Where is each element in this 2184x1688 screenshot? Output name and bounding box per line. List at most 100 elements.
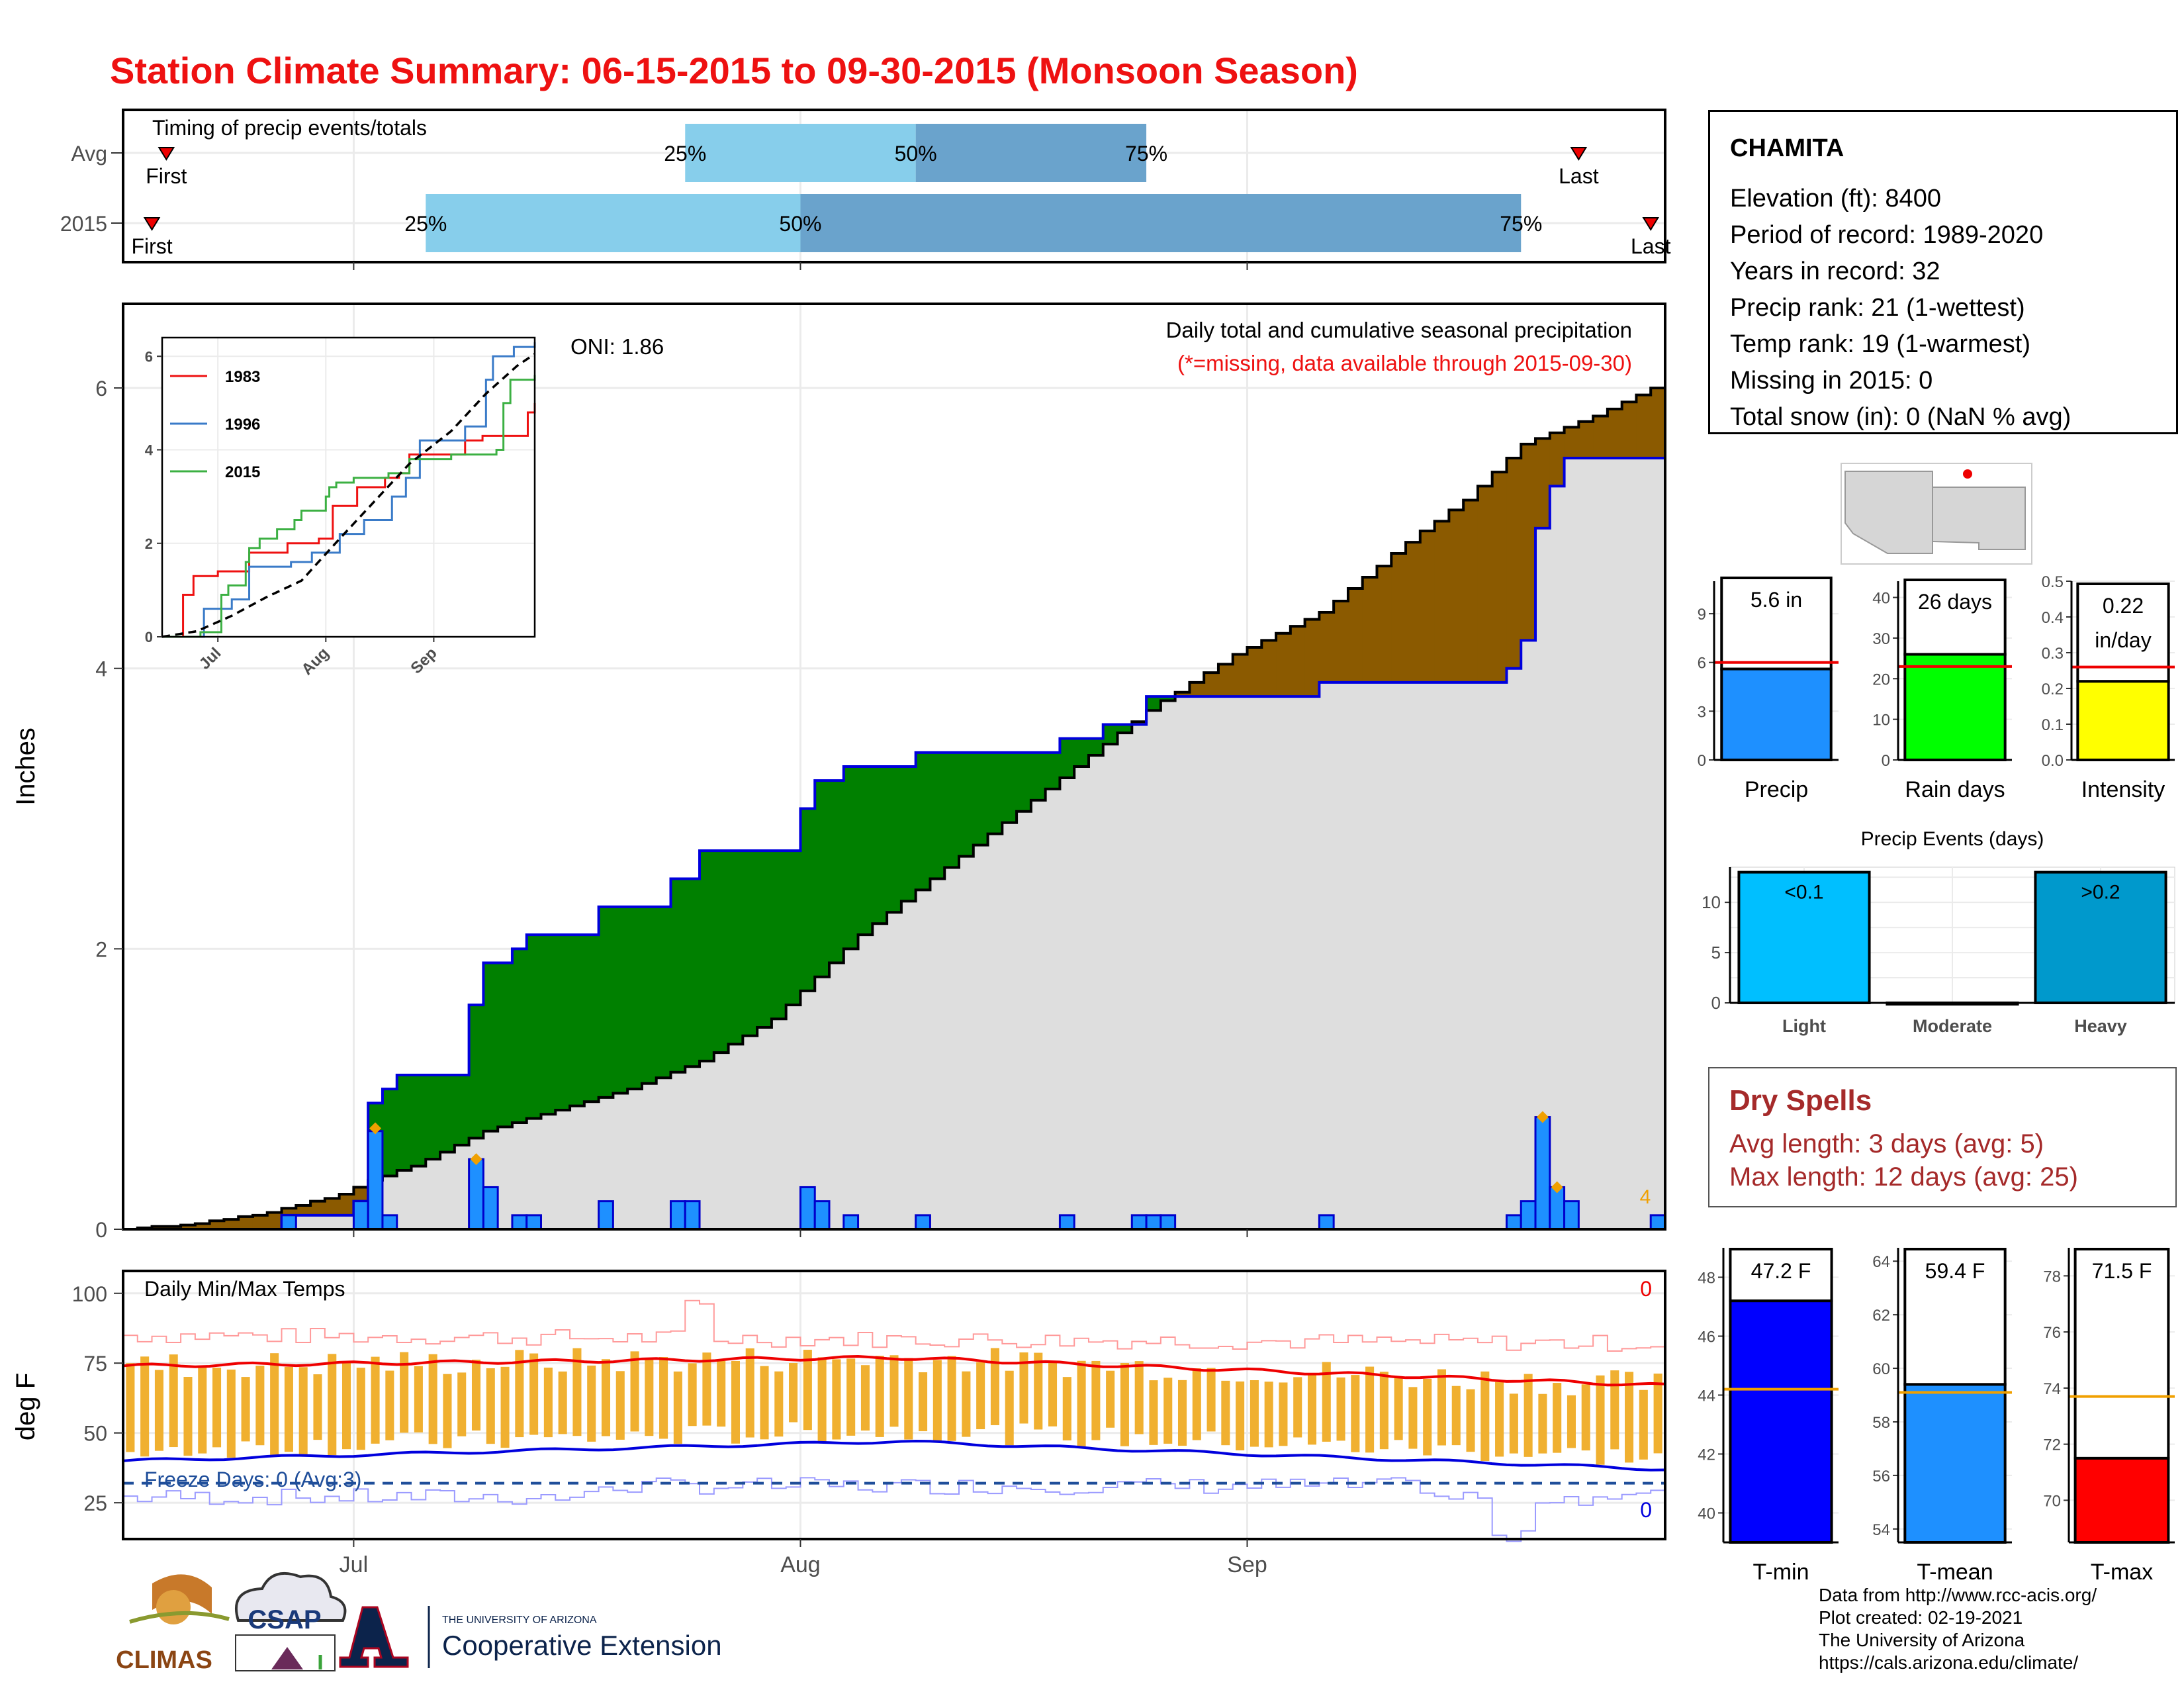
- mini-ytick-label: 0.0: [2042, 752, 2064, 770]
- above-average-fill: [887, 767, 902, 913]
- below-average-fill: [1377, 566, 1392, 682]
- daily-temp-range-bar: [860, 1365, 870, 1431]
- first-event-marker: [158, 147, 175, 161]
- daily-temp-range-bar: [1163, 1378, 1173, 1444]
- station-location-dot: [1963, 469, 1972, 479]
- below-average-fill: [152, 1226, 167, 1229]
- cumulative-precip-chart: 4 Daily total and cumulative seasonal pre…: [11, 303, 1666, 1242]
- daily-temp-range-bar: [889, 1355, 899, 1427]
- below-average-fill: [1607, 408, 1623, 458]
- daily-temp-range-bar: [702, 1352, 711, 1426]
- daily-temp-range-bar: [572, 1348, 582, 1436]
- inset-frame: [161, 336, 536, 638]
- below-average-fill: [1276, 633, 1291, 697]
- below-average-fill: [1636, 395, 1651, 458]
- precip-events-chart: Precip Events (days) <0.1 Light Moderate >0.…: [1702, 828, 2175, 1036]
- below-average-fill: [296, 1205, 311, 1215]
- temp-xtick-label: Aug: [780, 1552, 821, 1577]
- daily-precip-bar: [511, 1214, 528, 1231]
- mini-ytick-label: 40: [1698, 1505, 1715, 1523]
- last-event-marker: [1642, 217, 1660, 231]
- daily-temp-range-bar: [659, 1357, 668, 1439]
- above-average-fill: [757, 851, 772, 1027]
- above-average-fill: [958, 752, 974, 857]
- daily-temp-range-bar: [385, 1370, 394, 1440]
- temp-ytick-label: 25: [83, 1491, 107, 1515]
- temp-frame: [122, 1270, 1666, 1540]
- daily-precip-bar: [1058, 1214, 1075, 1231]
- below-average-fill: [1362, 577, 1378, 682]
- above-average-fill: [454, 1075, 470, 1145]
- summary-bar-t-mean: [1903, 1383, 2007, 1544]
- above-average-fill: [483, 962, 498, 1131]
- summary-category-label: T-min: [1753, 1560, 1809, 1585]
- daily-temp-range-bar: [1336, 1377, 1345, 1441]
- daily-temp-range-bar: [1596, 1375, 1605, 1465]
- oni-label: ONI: 1.86: [570, 334, 664, 359]
- daily-temp-range-bar: [198, 1365, 207, 1454]
- dry-spells-max-length: Max length: 12 days (avg: 25): [1729, 1162, 2078, 1192]
- above-average-fill: [815, 780, 830, 977]
- station-years: Years in record: 32: [1730, 258, 1940, 285]
- daily-temp-range-bar: [760, 1366, 769, 1440]
- summary-value-label: 47.2 F: [1751, 1259, 1811, 1283]
- below-average-fill: [1189, 682, 1205, 697]
- average-max-temp-line: [122, 1354, 1666, 1387]
- daily-temp-range-bar: [1293, 1377, 1302, 1438]
- below-average-fill: [166, 1226, 181, 1229]
- timing-title: Timing of precip events/totals: [152, 116, 427, 140]
- summary-bar-rain-days: [1903, 653, 2007, 761]
- daily-temp-range-bar: [1307, 1373, 1317, 1445]
- inset-line-2015: [162, 375, 536, 638]
- page-title: Station Climate Summary: 06-15-2015 to 0…: [110, 50, 1358, 91]
- daily-temp-range-bar: [529, 1353, 539, 1435]
- summary-label-box: [1903, 1248, 2007, 1386]
- above-average-fill: [641, 906, 657, 1084]
- timing-label-75: 75%: [1125, 142, 1167, 165]
- below-average-fill: [1204, 673, 1219, 697]
- inset-line-1983: [162, 402, 536, 638]
- below-average-fill: [1621, 402, 1637, 458]
- mini-ytick-label: 44: [1698, 1387, 1715, 1405]
- summary-label-box: [2076, 583, 2170, 683]
- daily-temp-range-bar: [846, 1358, 856, 1436]
- event-category-label: Heavy: [2074, 1016, 2127, 1036]
- daily-temp-range-bar: [1365, 1366, 1375, 1453]
- climas-logo-text: CLIMAS: [116, 1646, 212, 1674]
- below-average-fill: [1535, 438, 1551, 528]
- timing-label-25: 25%: [664, 142, 706, 165]
- above-average-fill: [1146, 696, 1161, 711]
- summary-value-label: 26 days: [1918, 590, 1992, 614]
- above-average-fill: [930, 752, 945, 879]
- timing-first-label: First: [146, 164, 187, 188]
- inset-bg: [162, 338, 535, 637]
- daily-temp-range-bar: [284, 1366, 293, 1452]
- above-average-fill: [1160, 696, 1176, 701]
- inset-ytick-label: 2: [145, 536, 153, 552]
- cum-ytick-label: 0: [95, 1218, 107, 1242]
- below-average-fill: [1651, 388, 1666, 458]
- station-missing: Missing in 2015: 0: [1730, 367, 1933, 395]
- above-average-fill: [1017, 752, 1032, 812]
- above-average-fill: [728, 851, 743, 1045]
- daily-temp-range-bar: [919, 1372, 928, 1432]
- daily-temp-range-bar: [500, 1366, 510, 1448]
- daily-temp-range-bar: [1250, 1380, 1259, 1447]
- above-average-fill: [1060, 738, 1075, 778]
- timing-frame: [122, 109, 1666, 263]
- daily-temp-range-bar: [745, 1348, 754, 1438]
- daily-precip-bar: [1549, 1186, 1566, 1231]
- daily-temp-range-bar: [1509, 1393, 1518, 1454]
- below-average-fill: [195, 1223, 210, 1229]
- below-average-fill: [1304, 619, 1320, 697]
- daily-temp-range-bar: [255, 1366, 265, 1446]
- inset-line-1996: [162, 342, 536, 638]
- above-average-fill: [685, 878, 700, 1067]
- daily-temp-range-bar: [428, 1354, 437, 1444]
- daily-temp-range-bar: [1236, 1381, 1245, 1451]
- daily-temp-range-bar: [1437, 1369, 1447, 1446]
- above-average-fill: [584, 935, 600, 1102]
- above-average-fill: [872, 767, 887, 924]
- daily-precip-bar: [468, 1158, 484, 1231]
